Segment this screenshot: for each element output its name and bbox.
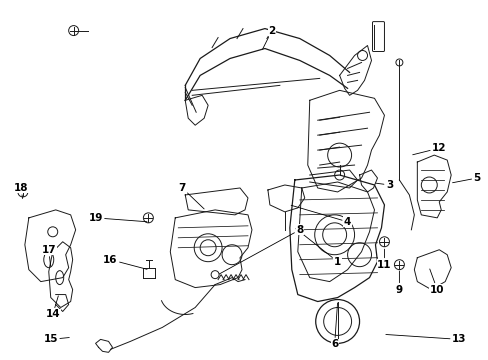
Text: 5: 5 — [451, 173, 480, 183]
Text: 2: 2 — [262, 26, 275, 49]
Text: 18: 18 — [14, 183, 28, 199]
Text: 14: 14 — [45, 296, 60, 319]
Text: 3: 3 — [375, 180, 392, 190]
Text: 10: 10 — [429, 269, 444, 294]
Text: 11: 11 — [376, 249, 391, 270]
Text: 9: 9 — [395, 271, 402, 294]
Text: 16: 16 — [103, 255, 147, 269]
Text: 4: 4 — [290, 205, 350, 227]
Text: 15: 15 — [43, 334, 69, 345]
Text: 8: 8 — [219, 225, 303, 274]
Text: 17: 17 — [41, 245, 56, 266]
Text: 6: 6 — [330, 303, 338, 349]
Text: 7: 7 — [178, 183, 203, 209]
Text: 19: 19 — [88, 213, 147, 223]
Text: 1: 1 — [295, 229, 341, 267]
Text: 12: 12 — [412, 143, 446, 155]
FancyBboxPatch shape — [372, 22, 384, 51]
Text: 13: 13 — [385, 334, 466, 345]
